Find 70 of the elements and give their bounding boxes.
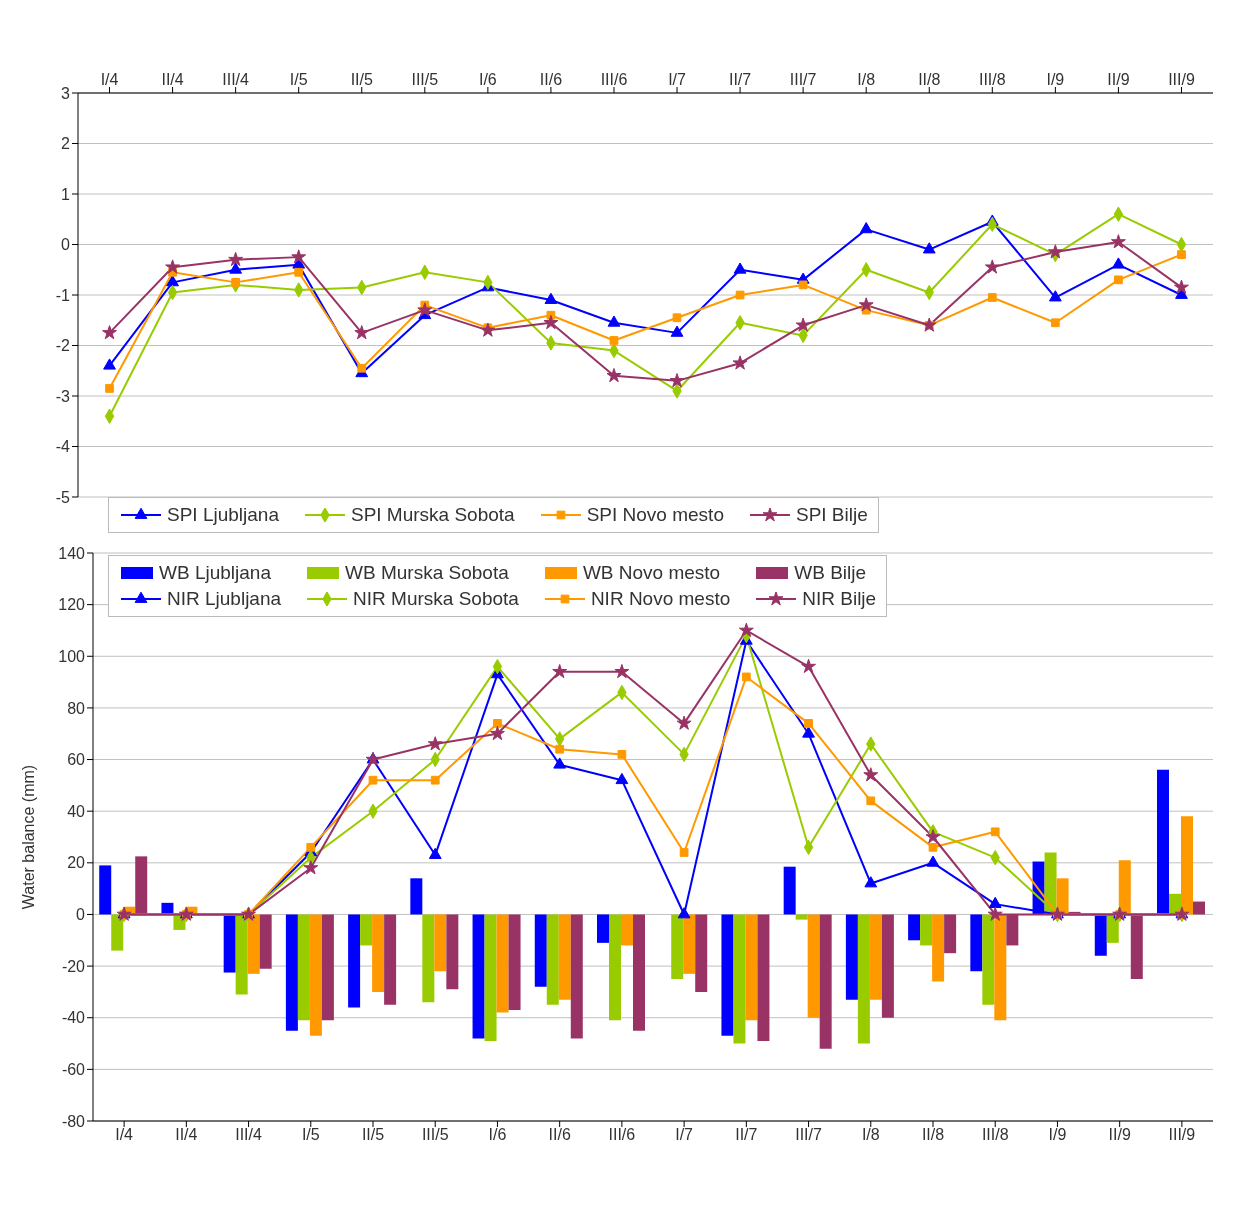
legend-label: NIR Novo mesto bbox=[590, 588, 731, 610]
x-tick-label: II/6 bbox=[548, 1126, 571, 1144]
x-tick-label: I/4 bbox=[100, 71, 119, 88]
x-tick-label: III/5 bbox=[411, 71, 439, 88]
x-tick-label: I/9 bbox=[1048, 1126, 1067, 1144]
x-tick-label: II/5 bbox=[350, 71, 373, 88]
y-tick-label: 0 bbox=[76, 906, 86, 924]
x-tick-label: I/7 bbox=[675, 1126, 694, 1144]
x-tick-label: III/6 bbox=[608, 1126, 636, 1144]
y-tick-label: 3 bbox=[61, 84, 71, 102]
y-tick-label: -5 bbox=[55, 488, 71, 506]
y-axis-title: Water balance (mm) bbox=[19, 764, 37, 910]
legend-label: SPI Bilje bbox=[795, 504, 868, 526]
x-tick-label: III/9 bbox=[1168, 71, 1195, 88]
x-tick-label: I/8 bbox=[861, 1126, 880, 1144]
y-tick-label: 60 bbox=[67, 751, 86, 769]
y-tick-label: 140 bbox=[58, 544, 86, 562]
x-tick-label: III/9 bbox=[1168, 1126, 1196, 1144]
x-tick-label: I/6 bbox=[478, 71, 497, 88]
y-tick-label: -3 bbox=[55, 387, 71, 405]
y-tick-label: 100 bbox=[58, 647, 86, 665]
x-tick-label: I/8 bbox=[857, 71, 876, 88]
x-tick-label: I/5 bbox=[301, 1126, 320, 1144]
x-tick-label: II/5 bbox=[361, 1126, 385, 1144]
x-tick-label: III/6 bbox=[600, 71, 628, 88]
x-tick-label: III/7 bbox=[789, 71, 817, 88]
x-tick-label: I/7 bbox=[668, 71, 687, 88]
y-tick-label: 80 bbox=[67, 699, 86, 717]
legend-label: WB Ljubljana bbox=[159, 562, 271, 584]
legend-label: NIR Murska Sobota bbox=[353, 588, 519, 610]
y-tick-label: 20 bbox=[67, 854, 86, 872]
y-tick-label: -4 bbox=[55, 438, 71, 456]
y-tick-label: 40 bbox=[67, 802, 86, 820]
x-tick-label: II/8 bbox=[918, 71, 941, 88]
x-tick-label: II/4 bbox=[161, 71, 184, 88]
x-tick-label: I/4 bbox=[115, 1126, 134, 1144]
x-tick-label: III/8 bbox=[978, 71, 1006, 88]
x-tick-label: III/4 bbox=[235, 1126, 262, 1144]
legend-label: WB Murska Sobota bbox=[345, 562, 509, 584]
y-tick-label: -60 bbox=[61, 1061, 86, 1079]
y-tick-label: -40 bbox=[61, 1009, 86, 1027]
y-tick-label: -20 bbox=[61, 957, 86, 975]
x-tick-label: II/9 bbox=[1107, 71, 1130, 88]
x-tick-label: II/6 bbox=[539, 71, 563, 88]
y-tick-label: 1 bbox=[61, 185, 71, 203]
legend-label: NIR Ljubljana bbox=[167, 588, 282, 610]
x-tick-label: I/6 bbox=[488, 1126, 507, 1144]
y-tick-label: -1 bbox=[55, 286, 71, 304]
legend-label: WB Novo mesto bbox=[582, 562, 721, 584]
legend-label: SPI Novo mesto bbox=[586, 504, 724, 526]
legend-label: NIR Bilje bbox=[802, 588, 877, 610]
x-tick-label: I/9 bbox=[1046, 71, 1065, 88]
legend-label: SPI Murska Sobota bbox=[350, 504, 515, 526]
legend-label: WB Bilje bbox=[794, 562, 867, 584]
x-tick-label: III/5 bbox=[421, 1126, 449, 1144]
y-tick-label: -80 bbox=[61, 1112, 86, 1130]
x-tick-label: II/7 bbox=[735, 1126, 758, 1144]
y-tick-label: -2 bbox=[55, 337, 71, 355]
x-tick-label: III/7 bbox=[795, 1126, 822, 1144]
x-tick-label: II/9 bbox=[1108, 1126, 1131, 1144]
x-tick-label: II/4 bbox=[175, 1126, 198, 1144]
x-tick-label: II/7 bbox=[728, 71, 752, 88]
y-tick-label: 0 bbox=[61, 236, 71, 254]
x-tick-label: III/8 bbox=[981, 1126, 1009, 1144]
y-tick-label: 2 bbox=[61, 135, 71, 153]
legend-label: SPI Ljubljana bbox=[167, 504, 279, 526]
y-tick-label: 120 bbox=[58, 596, 86, 614]
x-tick-label: I/5 bbox=[289, 71, 308, 88]
x-tick-label: II/8 bbox=[921, 1126, 945, 1144]
x-tick-label: III/4 bbox=[222, 71, 250, 88]
